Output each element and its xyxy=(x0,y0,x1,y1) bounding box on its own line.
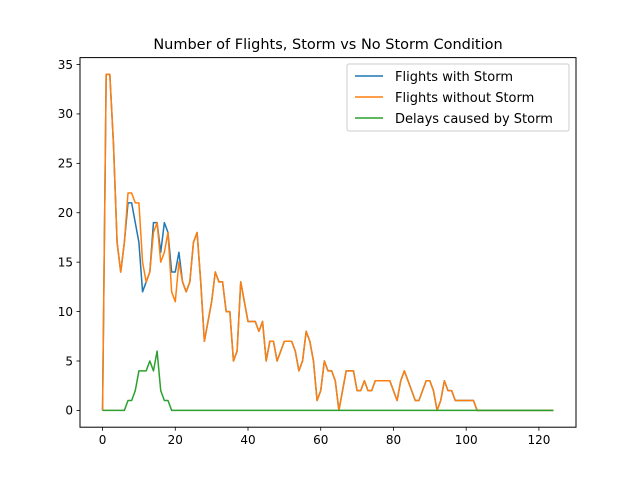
x-axis: 0 20 40 60 80 100 120 xyxy=(99,427,550,447)
chart-title: Number of Flights, Storm vs No Storm Con… xyxy=(153,37,502,53)
series-line-no-storm xyxy=(101,73,554,412)
x-tick-label: 100 xyxy=(455,433,478,447)
x-tick-label: 0 xyxy=(99,433,107,447)
y-tick-label: 15 xyxy=(58,255,73,269)
y-tick-label: 0 xyxy=(65,404,73,418)
y-tick-label: 20 xyxy=(58,206,73,220)
legend: Flights with Storm Flights without Storm… xyxy=(346,63,570,132)
legend-label-no-storm: Flights without Storm xyxy=(395,91,534,106)
legend-box xyxy=(346,63,570,132)
x-tick-label: 20 xyxy=(168,433,183,447)
plot-frame xyxy=(79,57,577,428)
x-tick-label: 120 xyxy=(527,433,550,447)
y-tick-label: 5 xyxy=(65,354,73,368)
series-line-delays xyxy=(102,350,554,412)
legend-label-storm: Flights with Storm xyxy=(395,70,513,85)
y-tick-label: 10 xyxy=(58,305,73,319)
y-axis: 0 5 10 15 20 25 30 35 xyxy=(58,58,80,418)
x-tick-label: 60 xyxy=(313,433,328,447)
legend-label-delays: Delays caused by Storm xyxy=(395,112,553,127)
x-tick-label: 40 xyxy=(240,433,255,447)
y-tick-label: 35 xyxy=(58,58,73,72)
x-tick-label: 80 xyxy=(386,433,401,447)
y-tick-label: 25 xyxy=(58,157,73,171)
plot-lines xyxy=(101,73,554,412)
y-tick-label: 30 xyxy=(58,107,73,121)
